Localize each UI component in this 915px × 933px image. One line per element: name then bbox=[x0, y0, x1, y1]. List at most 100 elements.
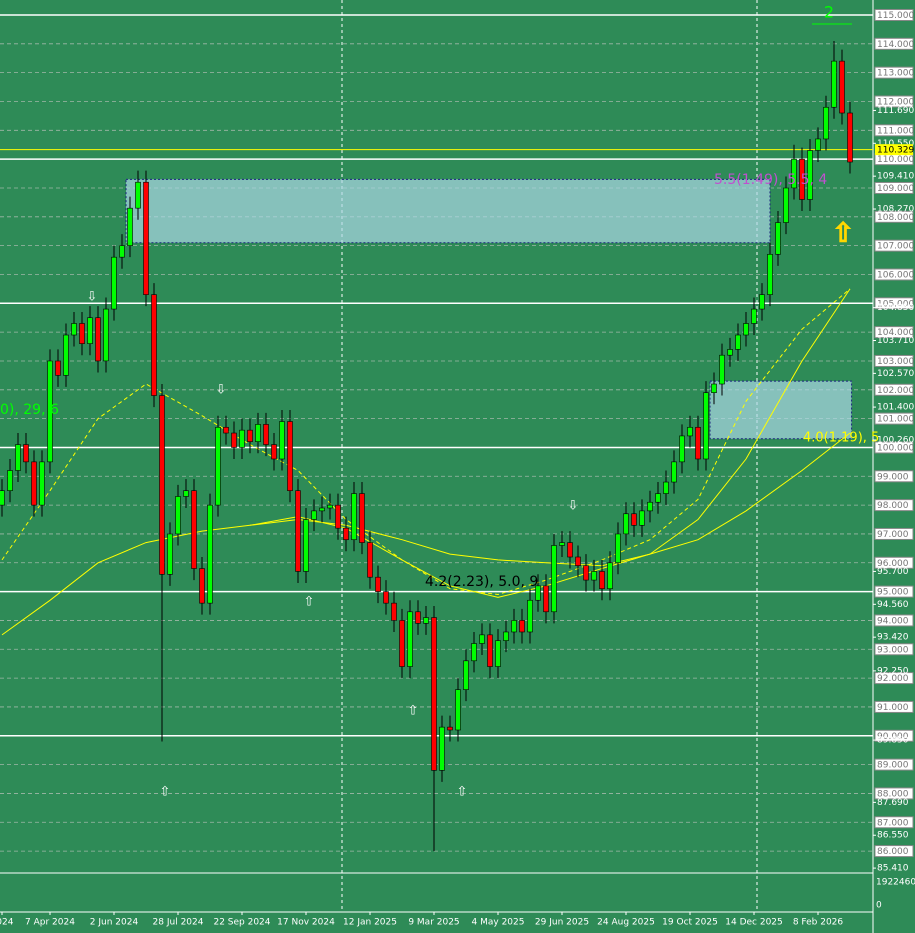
candle-body bbox=[759, 294, 765, 310]
candle-body bbox=[839, 60, 845, 114]
y-tick-label: 93.420 bbox=[877, 633, 909, 643]
candle-body bbox=[223, 426, 229, 434]
arrow-icon: ⇧ bbox=[160, 785, 171, 800]
candle-body bbox=[23, 444, 29, 463]
candle-body bbox=[7, 470, 13, 492]
y-tick-label: 114.000 bbox=[877, 40, 914, 50]
y-tick-label: 97.000 bbox=[877, 530, 909, 540]
arrow-icon: ⇧ bbox=[304, 595, 315, 610]
candle-body bbox=[39, 461, 45, 506]
candle-body bbox=[431, 617, 437, 771]
candle-body bbox=[55, 360, 61, 376]
candle-body bbox=[287, 421, 293, 492]
y-tick-label: 104.850 bbox=[877, 303, 914, 313]
zone bbox=[709, 380, 853, 440]
candle-body bbox=[463, 660, 469, 690]
candle-body bbox=[271, 444, 277, 460]
candle-body bbox=[527, 599, 533, 633]
y-tick-label: 94.000 bbox=[877, 616, 909, 626]
y-tick-label: 111.000 bbox=[877, 126, 914, 136]
candle-body bbox=[367, 542, 373, 578]
candle-body bbox=[647, 501, 653, 512]
volume-tick-label: 1922460 bbox=[876, 878, 915, 888]
candle-body bbox=[399, 620, 405, 667]
y-tick-label: 103.710 bbox=[877, 336, 914, 346]
candle-body bbox=[303, 519, 309, 572]
y-tick-box bbox=[874, 181, 914, 194]
y-tick-label: 115.000 bbox=[877, 11, 914, 21]
candle-body bbox=[687, 426, 693, 437]
candle-body bbox=[615, 533, 621, 564]
candle-body bbox=[631, 513, 637, 526]
candle-body bbox=[343, 527, 349, 541]
x-tick-label: 14 Dec 2025 bbox=[725, 918, 783, 928]
y-tick-box bbox=[874, 614, 914, 627]
plot bbox=[0, 14, 873, 852]
y-tick-label: 98.000 bbox=[877, 501, 909, 511]
candle-body bbox=[439, 726, 445, 771]
y-tick-box bbox=[874, 643, 914, 656]
x-tick-label: 12 Jan 2025 bbox=[343, 918, 397, 928]
candle-body bbox=[111, 256, 117, 310]
candle-body bbox=[15, 444, 21, 471]
y-tick-label: 90.000 bbox=[877, 732, 909, 742]
annotation: 0), 29, 6 bbox=[0, 402, 59, 418]
y-tick-label: 100.000 bbox=[877, 443, 914, 453]
candle-body bbox=[455, 689, 461, 731]
y-tick-label: 86.000 bbox=[877, 847, 909, 857]
y-tick-label: 103.000 bbox=[877, 357, 914, 367]
candle-body bbox=[127, 207, 133, 246]
candle-body bbox=[599, 571, 605, 590]
candle-body bbox=[607, 562, 613, 590]
candle-body bbox=[407, 611, 413, 667]
candle-body bbox=[375, 576, 381, 592]
candle-body bbox=[151, 294, 157, 396]
y-tick-box bbox=[874, 470, 914, 483]
candle-body bbox=[671, 461, 677, 483]
candle-body bbox=[191, 490, 197, 569]
candle-body bbox=[119, 245, 125, 258]
candle-body bbox=[623, 513, 629, 535]
candle-body bbox=[471, 643, 477, 662]
y-tick-box bbox=[874, 66, 914, 79]
y-tick-label: 89.850 bbox=[877, 736, 909, 746]
candle-body bbox=[695, 426, 701, 460]
candle-body bbox=[847, 112, 853, 163]
candle-body bbox=[551, 545, 557, 613]
y-tick-box bbox=[874, 787, 914, 800]
candle-body bbox=[359, 493, 365, 543]
x-tick-label: 7 Apr 2024 bbox=[25, 918, 75, 928]
candle-body bbox=[247, 429, 253, 442]
y-tick-label: 94.560 bbox=[877, 600, 909, 610]
y-tick-label: 89.000 bbox=[877, 761, 909, 771]
candle-body bbox=[735, 334, 741, 350]
candle-body bbox=[63, 334, 69, 376]
y-tick-label: 100.260 bbox=[877, 435, 914, 445]
candle-body bbox=[103, 308, 109, 362]
y-tick-box bbox=[874, 354, 914, 367]
x-tick-label: 22 Sep 2024 bbox=[213, 918, 270, 928]
candle-body bbox=[519, 620, 525, 633]
candle-body bbox=[639, 510, 645, 526]
candle-body bbox=[167, 533, 173, 575]
x-tick-label: 19 Oct 2025 bbox=[662, 918, 718, 928]
candle-body bbox=[351, 493, 357, 541]
candle-body bbox=[719, 354, 725, 385]
wave-label: 2 bbox=[824, 3, 834, 22]
candle-body bbox=[703, 392, 709, 460]
y-tick-label: 92.250 bbox=[877, 666, 909, 676]
candle-body bbox=[487, 634, 493, 667]
candle-body bbox=[263, 424, 269, 445]
y-tick-label: 102.000 bbox=[877, 386, 914, 396]
candle-body bbox=[279, 421, 285, 460]
y-tick-box bbox=[874, 124, 914, 137]
y-tick-label: 110.550 bbox=[877, 139, 914, 149]
arrow-icon: ⇩ bbox=[568, 499, 579, 514]
candle-body bbox=[511, 620, 517, 633]
candle-body bbox=[255, 424, 261, 442]
y-tick-label: 108.270 bbox=[877, 205, 914, 215]
candle-body bbox=[199, 568, 205, 604]
candle-body bbox=[479, 634, 485, 644]
y-tick-box bbox=[874, 499, 914, 512]
